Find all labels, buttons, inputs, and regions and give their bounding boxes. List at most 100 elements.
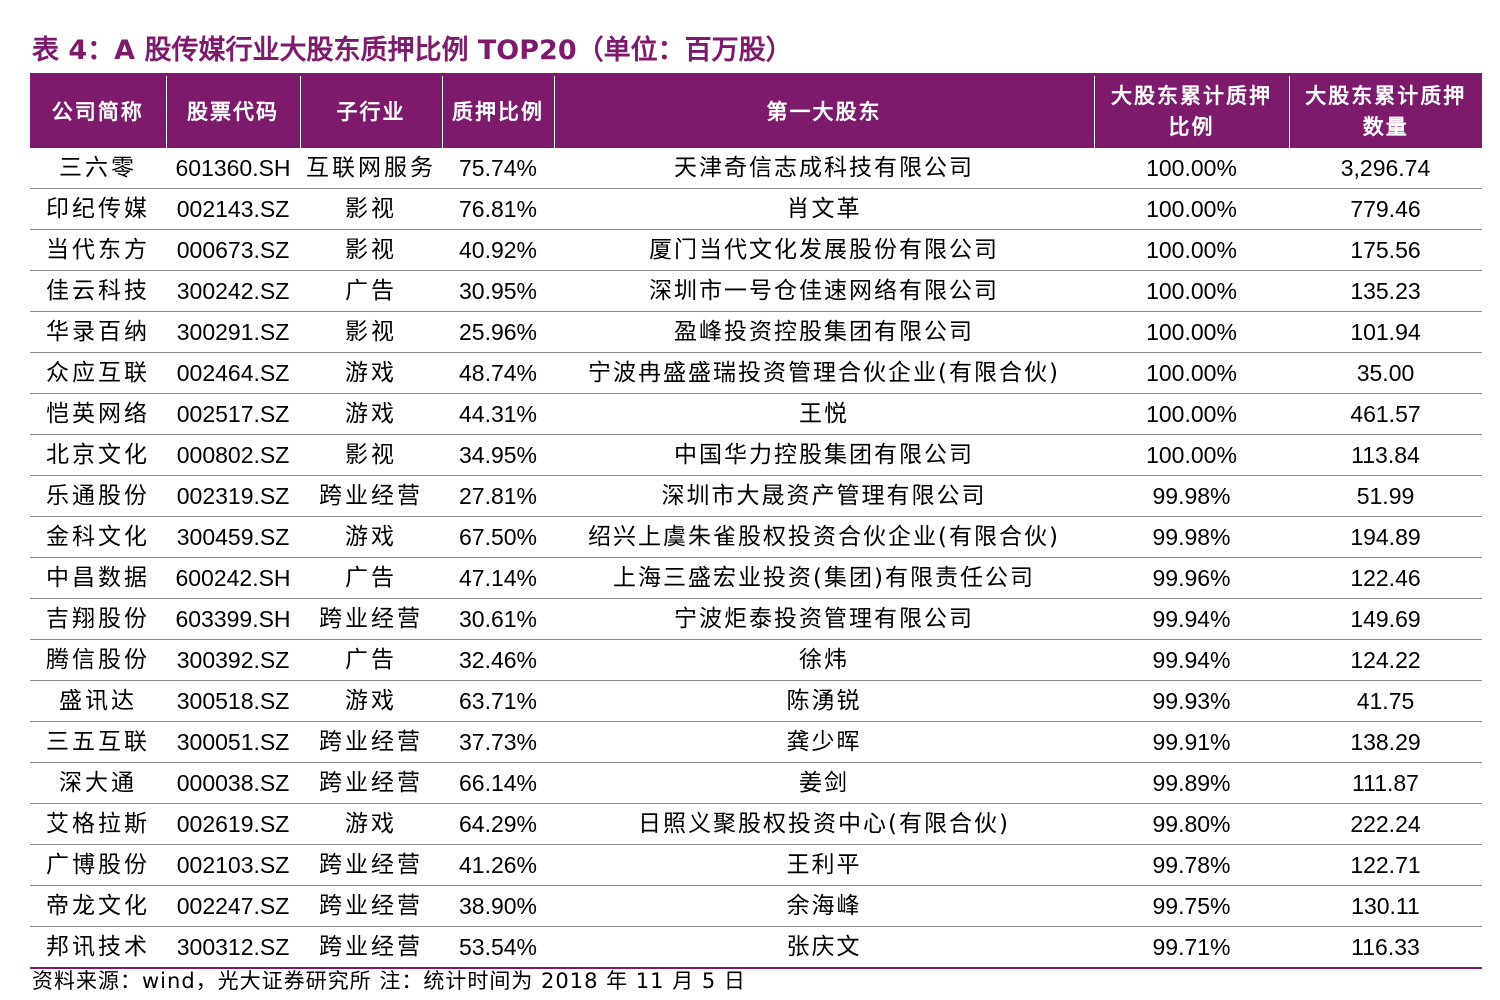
top-holder-cell: 龚少晖: [554, 721, 1094, 763]
cum-qty-cell: 124.22: [1289, 639, 1482, 681]
code-cell: 300459.SZ: [166, 516, 300, 558]
code-cell: 600242.SH: [166, 557, 300, 599]
cum-qty-cell: 113.84: [1289, 434, 1482, 476]
code-cell: 300312.SZ: [166, 926, 300, 969]
sub-industry-cell: 游戏: [300, 680, 442, 722]
sub-industry-cell: 游戏: [300, 516, 442, 558]
pledge-ratio-cell: 25.96%: [442, 311, 554, 353]
code-cell: 000038.SZ: [166, 762, 300, 804]
company-cell: 盛讯达: [30, 680, 166, 722]
table-row: 北京文化 000802.SZ 影视 34.95% 中国华力控股集团有限公司 100.00%…: [30, 434, 1482, 476]
top-holder-cell: 厦门当代文化发展股份有限公司: [554, 229, 1094, 271]
company-cell: 艾格拉斯: [30, 803, 166, 845]
pledge-ratio-cell: 32.46%: [442, 639, 554, 681]
code-cell: 002103.SZ: [166, 844, 300, 886]
pledge-ratio-cell: 75.74%: [442, 148, 554, 189]
sub-industry-cell: 广告: [300, 557, 442, 599]
top-holder-cell: 上海三盛宏业投资(集团)有限责任公司: [554, 557, 1094, 599]
company-cell: 华录百纳: [30, 311, 166, 353]
top-holder-cell: 中国华力控股集团有限公司: [554, 434, 1094, 476]
cum-ratio-cell: 99.98%: [1094, 516, 1289, 558]
sub-industry-cell: 广告: [300, 639, 442, 681]
table-row: 恺英网络 002517.SZ 游戏 44.31% 王悦 100.00% 461.57: [30, 393, 1482, 435]
header-top-holder: 第一大股东: [553, 76, 1094, 148]
company-cell: 三六零: [30, 148, 166, 189]
pledge-ratio-cell: 34.95%: [442, 434, 554, 476]
sub-industry-cell: 游戏: [300, 393, 442, 435]
company-cell: 三五互联: [30, 721, 166, 763]
sub-industry-cell: 跨业经营: [300, 598, 442, 640]
cum-qty-cell: 3,296.74: [1289, 148, 1482, 189]
table-row: 帝龙文化 002247.SZ 跨业经营 38.90% 余海峰 99.75% 130.11: [30, 885, 1482, 927]
table-row: 盛讯达 300518.SZ 游戏 63.71% 陈湧锐 99.93% 41.75: [30, 680, 1482, 722]
top-holder-cell: 王利平: [554, 844, 1094, 886]
top-holder-cell: 张庆文: [554, 926, 1094, 969]
sub-industry-cell: 游戏: [300, 803, 442, 845]
cum-qty-cell: 111.87: [1289, 762, 1482, 804]
table-row: 乐通股份 002319.SZ 跨业经营 27.81% 深圳市大晟资产管理有限公司 99.9…: [30, 475, 1482, 517]
sub-industry-cell: 跨业经营: [300, 721, 442, 763]
table-row: 三六零 601360.SH 互联网服务 75.74% 天津奇信志成科技有限公司 100.0…: [30, 148, 1482, 189]
cum-ratio-cell: 99.80%: [1094, 803, 1289, 845]
sub-industry-cell: 游戏: [300, 352, 442, 394]
pledge-ratio-cell: 38.90%: [442, 885, 554, 927]
cum-ratio-cell: 99.91%: [1094, 721, 1289, 763]
sub-industry-cell: 跨业经营: [300, 926, 442, 969]
cum-qty-cell: 41.75: [1289, 680, 1482, 722]
cum-ratio-cell: 100.00%: [1094, 188, 1289, 230]
cum-ratio-cell: 99.94%: [1094, 639, 1289, 681]
top-holder-cell: 王悦: [554, 393, 1094, 435]
header-cum-ratio-line2: 比例: [1168, 115, 1215, 139]
cum-ratio-cell: 100.00%: [1094, 148, 1289, 189]
header-cum-qty: 大股东累计质押 数量: [1288, 76, 1482, 148]
pledge-ratio-cell: 30.95%: [442, 270, 554, 312]
header-sub-industry: 子行业: [299, 76, 442, 148]
cum-qty-cell: 779.46: [1289, 188, 1482, 230]
company-cell: 当代东方: [30, 229, 166, 271]
cum-qty-cell: 101.94: [1289, 311, 1482, 353]
cum-qty-cell: 130.11: [1289, 885, 1482, 927]
code-cell: 002619.SZ: [166, 803, 300, 845]
company-cell: 广博股份: [30, 844, 166, 886]
cum-ratio-cell: 99.89%: [1094, 762, 1289, 804]
cum-ratio-cell: 99.94%: [1094, 598, 1289, 640]
company-cell: 深大通: [30, 762, 166, 804]
company-cell: 邦讯技术: [30, 926, 166, 969]
cum-ratio-cell: 100.00%: [1094, 311, 1289, 353]
header-cum-qty-line1: 大股东累计质押: [1305, 84, 1467, 108]
cum-ratio-cell: 100.00%: [1094, 270, 1289, 312]
sub-industry-cell: 互联网服务: [300, 148, 442, 189]
top-holder-cell: 徐炜: [554, 639, 1094, 681]
cum-ratio-cell: 99.71%: [1094, 926, 1289, 969]
top-holder-cell: 绍兴上虞朱雀股权投资合伙企业(有限合伙): [554, 516, 1094, 558]
cum-qty-cell: 194.89: [1289, 516, 1482, 558]
code-cell: 601360.SH: [166, 148, 300, 189]
cum-ratio-cell: 100.00%: [1094, 229, 1289, 271]
company-cell: 腾信股份: [30, 639, 166, 681]
company-cell: 吉翔股份: [30, 598, 166, 640]
pledge-ratio-cell: 66.14%: [442, 762, 554, 804]
company-cell: 金科文化: [30, 516, 166, 558]
code-cell: 300242.SZ: [166, 270, 300, 312]
cum-qty-cell: 51.99: [1289, 475, 1482, 517]
top-holder-cell: 陈湧锐: [554, 680, 1094, 722]
pledge-ratio-cell: 37.73%: [442, 721, 554, 763]
cum-ratio-cell: 100.00%: [1094, 393, 1289, 435]
table-row: 中昌数据 600242.SH 广告 47.14% 上海三盛宏业投资(集团)有限责任公司 9…: [30, 557, 1482, 599]
table-header-row: 公司简称 股票代码 子行业 质押比例 第一大股东 大股东累计质押 比例 大股东累…: [30, 76, 1482, 148]
pledge-ratio-cell: 41.26%: [442, 844, 554, 886]
code-cell: 002517.SZ: [166, 393, 300, 435]
table-row: 金科文化 300459.SZ 游戏 67.50% 绍兴上虞朱雀股权投资合伙企业(有限合伙…: [30, 516, 1482, 558]
top-holder-cell: 姜剑: [554, 762, 1094, 804]
table-row: 广博股份 002103.SZ 跨业经营 41.26% 王利平 99.78% 122.71: [30, 844, 1482, 886]
top-holder-cell: 余海峰: [554, 885, 1094, 927]
table-row: 三五互联 300051.SZ 跨业经营 37.73% 龚少晖 99.91% 138.29: [30, 721, 1482, 763]
pledge-ratio-cell: 67.50%: [442, 516, 554, 558]
cum-ratio-cell: 99.96%: [1094, 557, 1289, 599]
top-holder-cell: 日照义聚股权投资中心(有限合伙): [554, 803, 1094, 845]
table-row: 深大通 000038.SZ 跨业经营 66.14% 姜剑 99.89% 111.87: [30, 762, 1482, 804]
top-holder-cell: 宁波炬泰投资管理有限公司: [554, 598, 1094, 640]
cum-qty-cell: 122.71: [1289, 844, 1482, 886]
source-note: 资料来源：wind，光大证券研究所 注：统计时间为 2018 年 11 月 5 …: [32, 969, 746, 993]
sub-industry-cell: 跨业经营: [300, 844, 442, 886]
